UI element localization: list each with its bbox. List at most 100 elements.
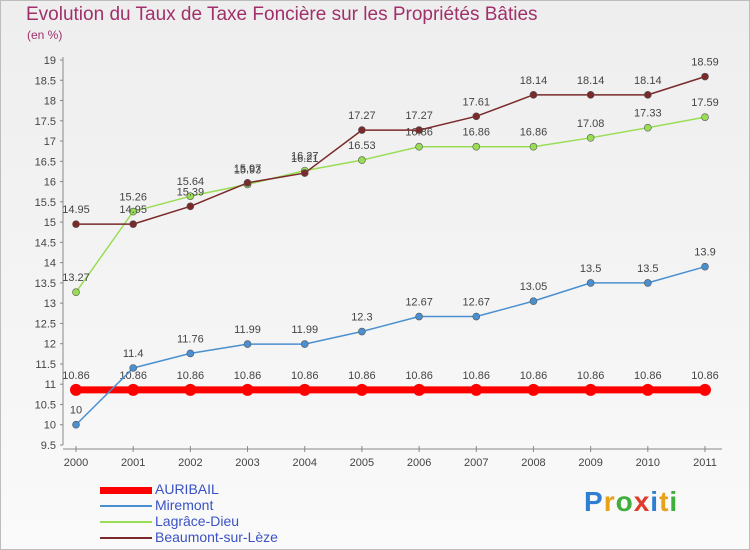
y-tick-label: 19 bbox=[44, 55, 56, 67]
x-tick-label: 2003 bbox=[235, 457, 259, 469]
logo-letter: r bbox=[603, 486, 616, 517]
series-line bbox=[76, 75, 706, 225]
data-label: 18.14 bbox=[577, 75, 605, 87]
data-label: 17.59 bbox=[691, 97, 719, 109]
data-label: 10.86 bbox=[119, 370, 147, 382]
data-label: 14.95 bbox=[62, 204, 90, 216]
x-tick-label: 2006 bbox=[407, 457, 431, 469]
y-tick-label: 17.5 bbox=[35, 116, 56, 128]
logo-letter: i bbox=[669, 486, 679, 517]
data-label: 16.86 bbox=[463, 127, 491, 139]
series-line bbox=[75, 116, 706, 293]
data-point bbox=[527, 383, 540, 396]
data-point bbox=[72, 220, 80, 228]
data-point bbox=[70, 383, 82, 396]
data-label: 10.86 bbox=[520, 370, 548, 382]
logo-letter: o bbox=[615, 486, 634, 517]
data-label: 16.27 bbox=[291, 151, 319, 163]
data-point bbox=[355, 383, 368, 396]
chart-title: Evolution du Taux de Taxe Foncière sur l… bbox=[26, 4, 538, 25]
x-tick-label: 2002 bbox=[178, 457, 202, 469]
data-point bbox=[472, 112, 481, 121]
data-point bbox=[186, 202, 195, 211]
y-tick-label: 16 bbox=[44, 177, 56, 189]
y-tick-label: 14.5 bbox=[35, 237, 56, 249]
x-tick-label: 2008 bbox=[521, 457, 545, 469]
x-tick-label: 2005 bbox=[350, 457, 374, 469]
y-tick-label: 18.5 bbox=[35, 75, 56, 87]
data-label: 17.27 bbox=[405, 110, 433, 122]
data-label: 14.95 bbox=[119, 204, 147, 216]
x-tick-label: 2010 bbox=[636, 457, 660, 469]
y-tick-label: 9.5 bbox=[41, 440, 56, 452]
data-label: 11.4 bbox=[123, 348, 144, 360]
chart-unit-label: (en %) bbox=[27, 28, 63, 42]
data-label: 10.86 bbox=[348, 370, 376, 382]
data-label: 10.86 bbox=[463, 370, 491, 382]
data-point bbox=[300, 169, 309, 177]
data-label: 11.99 bbox=[234, 324, 261, 336]
data-point bbox=[243, 340, 252, 348]
data-label: 18.14 bbox=[634, 75, 662, 87]
data-point bbox=[415, 142, 423, 151]
legend-label: Lagrâce-Dieu bbox=[155, 513, 240, 529]
y-tick-label: 11.5 bbox=[35, 359, 56, 371]
data-label: 16.21 bbox=[291, 153, 319, 165]
data-point bbox=[358, 126, 366, 134]
y-tick-label: 10 bbox=[44, 420, 56, 432]
data-label: 12.67 bbox=[405, 297, 433, 309]
data-label: 13.05 bbox=[520, 281, 548, 293]
x-tick-label: 2001 bbox=[121, 457, 145, 469]
data-label: 17.61 bbox=[463, 96, 491, 108]
y-tick-label: 14 bbox=[44, 258, 56, 270]
data-point bbox=[415, 312, 423, 321]
data-label: 10.86 bbox=[177, 370, 205, 382]
data-point bbox=[699, 383, 711, 396]
data-label: 18.14 bbox=[520, 75, 548, 87]
data-label: 10.86 bbox=[291, 370, 319, 382]
data-label: 15.97 bbox=[234, 163, 262, 175]
data-point bbox=[358, 156, 366, 164]
data-point bbox=[413, 383, 426, 396]
data-point bbox=[529, 297, 538, 305]
data-label: 10.86 bbox=[634, 370, 662, 382]
data-point bbox=[701, 262, 709, 271]
data-point bbox=[644, 279, 652, 287]
y-tick-label: 15 bbox=[44, 217, 56, 229]
data-label: 16.86 bbox=[520, 127, 548, 139]
legend-label: AURIBAIL bbox=[155, 481, 219, 497]
data-label: 13.27 bbox=[62, 272, 90, 284]
x-tick-label: 2009 bbox=[578, 457, 602, 469]
data-label: 10 bbox=[70, 405, 82, 417]
data-point bbox=[298, 383, 311, 396]
data-point bbox=[184, 383, 197, 396]
data-point bbox=[300, 340, 309, 348]
data-point bbox=[644, 123, 652, 132]
data-label: 13.9 bbox=[694, 247, 715, 259]
legend-label: Miremont bbox=[155, 497, 214, 513]
data-point bbox=[127, 383, 140, 396]
data-point bbox=[72, 288, 80, 297]
data-point bbox=[129, 207, 137, 216]
data-point bbox=[358, 327, 366, 336]
data-label: 10.86 bbox=[62, 370, 90, 382]
data-label: 12.67 bbox=[463, 297, 491, 309]
data-label: 16.53 bbox=[348, 140, 376, 152]
data-label: 13.5 bbox=[637, 263, 658, 275]
y-tick-label: 10.5 bbox=[35, 399, 56, 411]
data-point bbox=[529, 91, 538, 99]
data-point bbox=[186, 349, 195, 358]
data-point bbox=[701, 72, 709, 81]
data-label: 15.39 bbox=[177, 186, 205, 198]
data-label: 15.26 bbox=[119, 192, 147, 204]
data-point bbox=[529, 142, 538, 151]
data-label: 17.27 bbox=[348, 110, 376, 122]
x-tick-label: 2007 bbox=[464, 457, 488, 469]
data-label: 10.86 bbox=[234, 370, 262, 382]
data-point bbox=[186, 192, 195, 200]
legend-swatch-miremont bbox=[100, 505, 152, 507]
data-label: 11.99 bbox=[291, 324, 318, 336]
x-tick-label: 2011 bbox=[693, 457, 717, 469]
data-label: 15.64 bbox=[177, 176, 205, 188]
data-point bbox=[243, 178, 252, 187]
